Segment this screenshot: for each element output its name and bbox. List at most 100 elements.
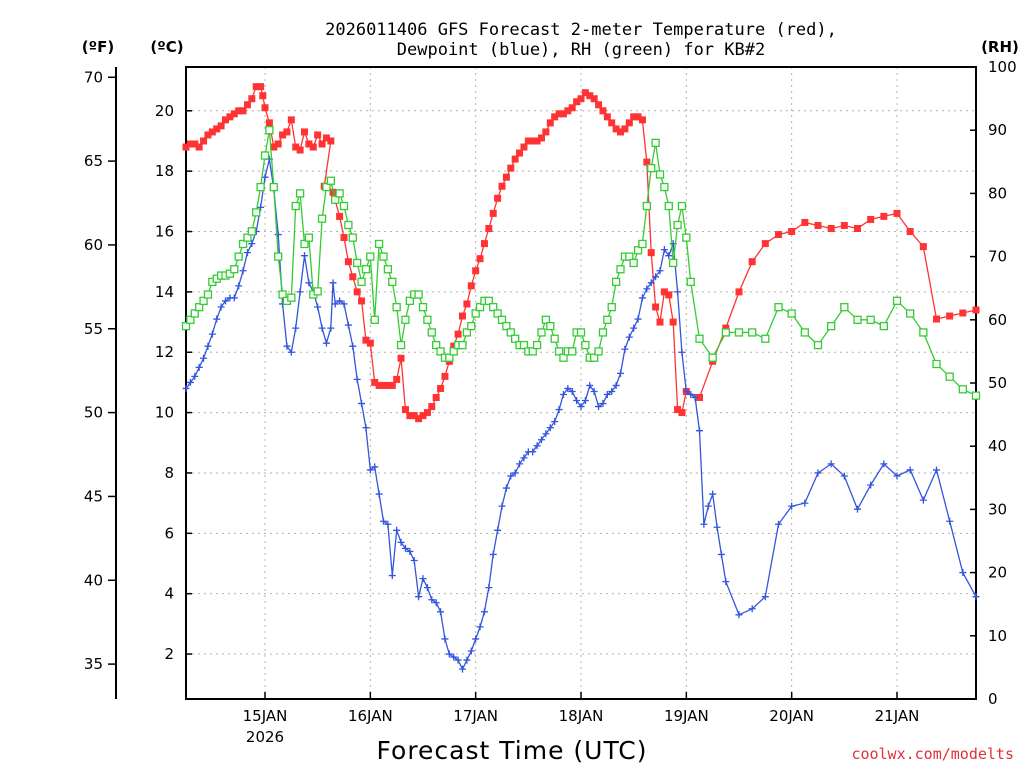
dewpoint-point bbox=[371, 463, 379, 471]
rh-point bbox=[611, 277, 621, 287]
rh-point bbox=[414, 290, 423, 299]
dewpoint-point bbox=[511, 469, 519, 477]
celsius-tick-label: 16 bbox=[155, 223, 174, 241]
rh-point bbox=[300, 239, 309, 249]
rh-point bbox=[519, 340, 529, 350]
rh-point bbox=[528, 347, 537, 356]
rh-point bbox=[247, 227, 256, 236]
rh-tick-label: 10 bbox=[988, 627, 1007, 645]
temperature-point bbox=[590, 95, 598, 103]
dewpoint-point bbox=[358, 400, 366, 408]
rh-point bbox=[423, 315, 432, 324]
rh-point bbox=[655, 170, 665, 179]
temperature-point bbox=[283, 128, 291, 136]
rh-point bbox=[541, 315, 551, 324]
temperature-point bbox=[665, 291, 673, 299]
temperature-point bbox=[722, 324, 730, 332]
rh-tick-label: 70 bbox=[988, 248, 1007, 266]
temperature-point bbox=[608, 119, 616, 127]
temperature-point bbox=[867, 215, 875, 223]
rh-point bbox=[651, 138, 660, 147]
rh-point bbox=[932, 359, 941, 369]
x-tick-sublabel: 2026 bbox=[246, 728, 284, 746]
dewpoint-point bbox=[735, 611, 743, 619]
dewpoint-point bbox=[283, 342, 291, 350]
temperature-point bbox=[919, 243, 927, 251]
dewpoint-point bbox=[301, 252, 308, 260]
rh-tick-label: 20 bbox=[988, 564, 1007, 582]
temperature-point bbox=[494, 194, 502, 202]
celsius-tick-label: 12 bbox=[155, 343, 174, 361]
temperature-point bbox=[459, 312, 466, 320]
temperature-point bbox=[397, 354, 405, 362]
rh-point bbox=[361, 265, 371, 274]
dewpoint-point bbox=[200, 354, 208, 362]
dewpoint-point bbox=[748, 605, 756, 613]
fahrenheit-tick-label: 40 bbox=[84, 571, 103, 589]
dewpoint-point bbox=[529, 448, 537, 456]
temperature-point bbox=[854, 225, 861, 233]
temperature-point bbox=[551, 113, 559, 121]
dewpoint-point bbox=[551, 418, 559, 426]
temperature-point bbox=[213, 125, 221, 133]
dewpoint-point bbox=[327, 324, 335, 332]
rh-point bbox=[230, 265, 239, 274]
dewpoint-point bbox=[476, 623, 484, 631]
temperature-point bbox=[274, 140, 282, 148]
fahrenheit-unit-label: (ºF) bbox=[82, 38, 114, 56]
temperature-point bbox=[243, 101, 251, 109]
dewpoint-point bbox=[432, 599, 440, 607]
dewpoint-point bbox=[454, 656, 462, 664]
rh-point bbox=[813, 340, 823, 350]
temperature-point bbox=[542, 128, 550, 136]
chart-title-line2: Dewpoint (blue), RH (green) for KB#2 bbox=[397, 40, 765, 60]
rh-point bbox=[550, 334, 559, 343]
rh-point bbox=[313, 287, 322, 296]
dewpoint-point bbox=[546, 424, 554, 432]
rh-tick-label: 50 bbox=[988, 374, 1007, 392]
temperature-point bbox=[349, 273, 357, 281]
dewpoint-point bbox=[555, 406, 563, 414]
dewpoint-point bbox=[761, 593, 769, 601]
rh-point bbox=[511, 334, 520, 343]
temperature-point bbox=[748, 258, 756, 266]
dewpoint-point bbox=[261, 173, 269, 181]
temperature-point bbox=[200, 137, 208, 145]
rh-point bbox=[484, 296, 493, 305]
dewpoint-point bbox=[581, 397, 589, 405]
temperature-point bbox=[621, 125, 629, 133]
dewpoint-point bbox=[204, 342, 212, 350]
dewpoint-point bbox=[867, 481, 875, 489]
rh-tick-label: 100 bbox=[988, 58, 1017, 76]
rh-point bbox=[379, 252, 388, 261]
rh-point bbox=[462, 328, 472, 337]
temperature-point bbox=[599, 107, 607, 115]
celsius-tick-label: 14 bbox=[155, 283, 174, 301]
rh-point bbox=[598, 328, 608, 337]
dewpoint-point bbox=[625, 333, 633, 341]
temperature-point bbox=[222, 116, 229, 124]
dewpoint-point bbox=[208, 330, 216, 338]
rh-point bbox=[234, 252, 243, 261]
rh-point bbox=[537, 328, 546, 337]
dewpoint-point bbox=[507, 472, 515, 480]
rh-point bbox=[642, 201, 651, 211]
dewpoint-point bbox=[674, 288, 682, 296]
temperature-point bbox=[880, 212, 888, 220]
rh-point bbox=[458, 340, 467, 350]
dewpoint-point bbox=[696, 427, 703, 435]
temperature-point bbox=[696, 394, 703, 402]
dewpoint-point bbox=[621, 345, 629, 353]
rh-point bbox=[866, 315, 875, 324]
temperature-point bbox=[327, 137, 335, 145]
dewpoint-point bbox=[586, 381, 594, 389]
rh-point bbox=[673, 220, 682, 230]
dewpoint-point bbox=[410, 556, 418, 564]
dewpoint-point bbox=[678, 348, 686, 356]
dewpoint-point bbox=[182, 384, 190, 392]
temperature-point bbox=[524, 137, 532, 145]
dewpoint-point bbox=[305, 279, 313, 287]
rh-point bbox=[348, 233, 357, 242]
rh-point bbox=[664, 201, 673, 211]
dewpoint-point bbox=[880, 460, 888, 468]
